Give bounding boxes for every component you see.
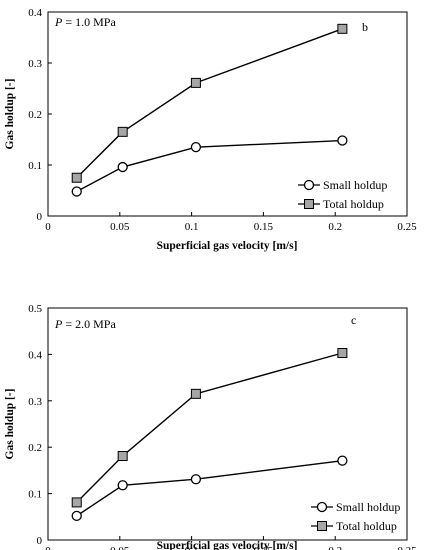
data-point-total-holdup — [71, 497, 82, 508]
chart-panel-bottom: P = 2.0 MPa c Gas holdup [-] Superficial… — [4, 303, 417, 550]
x-tick-label: 0 — [45, 545, 51, 550]
y-tick-label: 0.2 — [28, 109, 42, 121]
data-point-total-holdup — [117, 126, 128, 137]
data-point-total-holdup — [337, 348, 348, 359]
chart-panel-top: P = 1.0 MPa b Gas holdup [-] Superficial… — [4, 7, 417, 252]
x-tick-label: 0.2 — [328, 221, 342, 233]
x-axis-title: Superficial gas velocity [m/s] — [157, 540, 298, 550]
plot-frame — [47, 307, 408, 541]
x-axis-title: Superficial gas velocity [m/s] — [157, 240, 298, 252]
legend-marker-total — [304, 199, 314, 209]
y-tick-label: 0.5 — [28, 303, 42, 315]
y-tick-label: 0 — [37, 211, 43, 223]
y-tick-label: 0.4 — [28, 7, 42, 19]
legend-label-total: Total holdup — [336, 519, 397, 533]
x-tick-label: 0.25 — [397, 221, 417, 233]
y-axis-title: Gas holdup [-] — [4, 79, 16, 150]
legend-marker-total — [317, 521, 327, 531]
x-tick-label: 0.25 — [397, 545, 417, 550]
y-tick-label: 0.2 — [28, 442, 42, 454]
data-point-small-holdup — [190, 474, 202, 485]
y-tick-label: 0.1 — [28, 489, 42, 501]
data-point-small-holdup — [337, 455, 348, 466]
y-tick-label: 0.3 — [28, 58, 42, 70]
legend-marker-small — [316, 501, 328, 513]
x-tick-label: 0.15 — [254, 545, 274, 550]
legend-label-small: Small holdup — [336, 500, 400, 514]
pressure-symbol: P — [54, 15, 63, 29]
data-point-small-holdup — [71, 186, 82, 197]
y-tick-label: 0.1 — [28, 160, 42, 172]
x-tick-label: 0.2 — [328, 545, 342, 550]
x-tick-label: 0.15 — [254, 221, 274, 233]
pressure-symbol: P — [54, 317, 63, 331]
data-point-small-holdup — [117, 480, 128, 491]
x-tick-label: 0.1 — [185, 221, 199, 233]
x-tick-label: 0 — [45, 221, 51, 233]
x-tick-label: 0.1 — [185, 545, 199, 550]
y-axis-title: Gas holdup [-] — [4, 389, 16, 460]
y-tick-label: 0.4 — [28, 349, 42, 361]
legend: Small holdup Total holdup — [311, 500, 400, 533]
pressure-annotation: P = 2.0 MPa — [54, 317, 116, 331]
y-tick-label: 0 — [37, 535, 43, 547]
data-point-total-holdup — [190, 77, 201, 88]
legend-marker-small — [303, 179, 315, 191]
data-point-small-holdup — [117, 161, 128, 173]
series-line-small-holdup — [76, 459, 343, 517]
series-line-small-holdup — [76, 139, 343, 193]
legend-label-small: Small holdup — [323, 178, 387, 192]
legend: Small holdup Total holdup — [298, 178, 387, 211]
pressure-value: = 2.0 MPa — [62, 317, 116, 331]
data-point-small-holdup — [71, 510, 82, 522]
series-line-total-holdup — [76, 352, 343, 503]
data-point-total-holdup — [71, 172, 82, 183]
panel-label: c — [351, 313, 356, 327]
pressure-value: = 1.0 MPa — [62, 15, 116, 29]
data-point-small-holdup — [190, 141, 202, 153]
legend-label-total: Total holdup — [323, 197, 384, 211]
data-point-total-holdup — [190, 388, 201, 399]
pressure-annotation: P = 1.0 MPa — [54, 15, 116, 29]
x-tick-label: 0.05 — [110, 221, 130, 233]
y-tick-label: 0.3 — [28, 396, 42, 408]
panel-label: b — [362, 20, 368, 34]
data-point-total-holdup — [117, 451, 128, 462]
data-point-total-holdup — [337, 23, 348, 34]
x-tick-label: 0.05 — [110, 545, 130, 550]
data-point-small-holdup — [337, 135, 348, 146]
series-line-total-holdup — [76, 28, 343, 179]
